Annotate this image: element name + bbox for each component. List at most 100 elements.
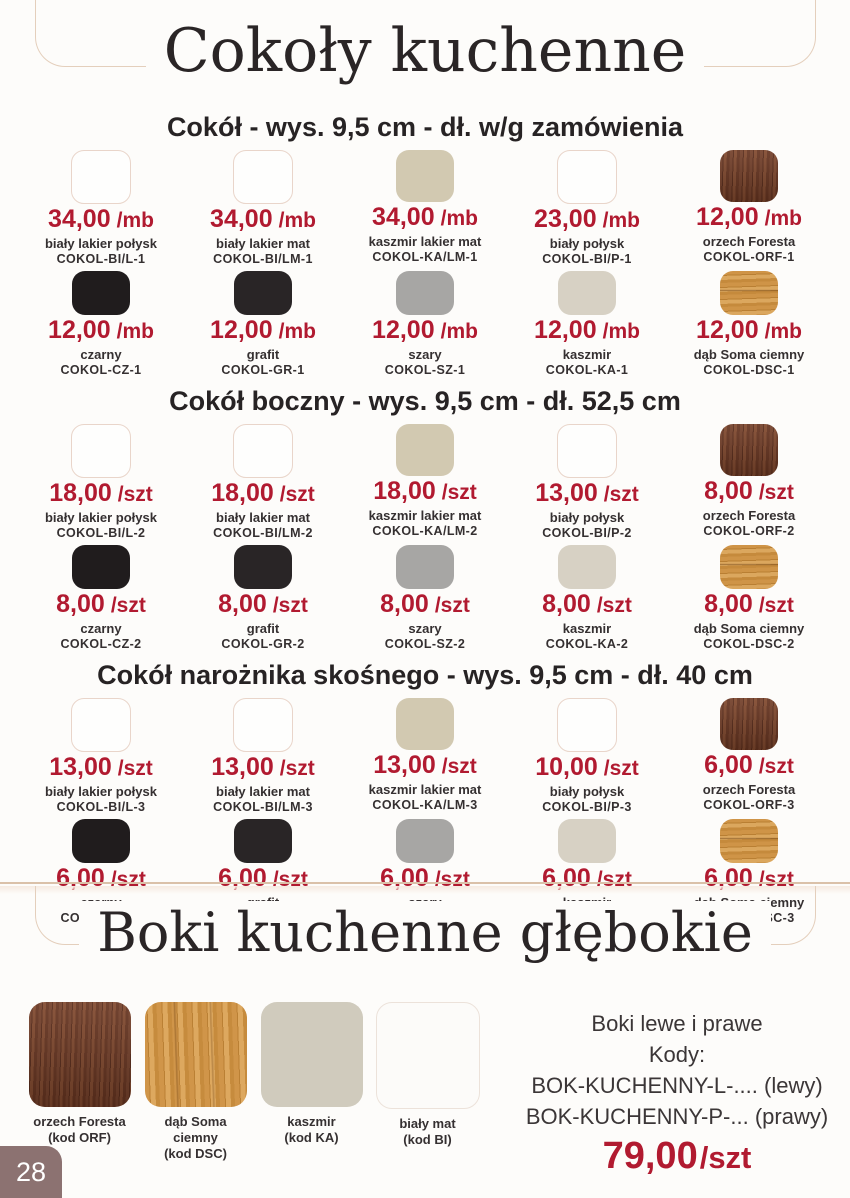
color-swatch [720, 698, 778, 750]
product-cell: 12,00/mb szary COKOL-SZ-1 [344, 271, 506, 378]
product-cell: 8,00/szt dąb Soma ciemny COKOL-DSC-2 [668, 545, 830, 652]
color-swatch [396, 271, 454, 315]
finish-name: biały lakier połysk [44, 236, 157, 251]
product-cell: 8,00/szt czarny COKOL-CZ-2 [20, 545, 182, 652]
code-left: BOK-KUCHENNY-L-.... (lewy) [531, 1073, 823, 1098]
price: 12,00/mb [696, 203, 802, 231]
product-code: COKOL-BI/L-1 [56, 252, 146, 266]
big-swatch-item: biały mat (kod BI) [376, 1002, 480, 1162]
color-swatch [72, 819, 130, 863]
color-swatch [233, 150, 293, 204]
product-grid: 34,00/mb biały lakier połysk COKOL-BI/L-1 … [20, 150, 830, 267]
price: 8,00/szt [218, 590, 308, 618]
price: 13,00/szt [211, 753, 315, 781]
boki-title: Boki kuchenne głębokie [0, 901, 850, 964]
color-swatch [260, 1002, 363, 1107]
price: 13,00/szt [49, 753, 153, 781]
color-swatch [558, 271, 616, 315]
product-grid: 13,00/szt biały lakier połysk COKOL-BI/L-3… [20, 698, 830, 815]
product-cell: 18,00/szt biały lakier połysk COKOL-BI/L-2 [20, 424, 182, 541]
product-cell: 8,00/szt grafit COKOL-GR-2 [182, 545, 344, 652]
finish-name: orzech Foresta [702, 782, 796, 797]
product-cell: 8,00/szt orzech Foresta COKOL-ORF-2 [668, 424, 830, 541]
finish-name: orzech Foresta [702, 508, 796, 523]
color-swatch [71, 424, 131, 478]
finish-name: biały lakier mat [216, 236, 310, 251]
product-cell: 13,00/szt biały połysk COKOL-BI/P-2 [506, 424, 668, 541]
product-code: COKOL-BI/LM-1 [213, 252, 313, 266]
finish-name: biały połysk [549, 236, 625, 251]
codes-heading: Kody: [648, 1042, 706, 1067]
product-cell: 13,00/szt kaszmir lakier mat COKOL-KA/LM-3 [344, 698, 506, 815]
color-swatch [558, 545, 616, 589]
boki-section: Boki kuchenne głębokie orzech Foresta (ko… [0, 884, 850, 1198]
product-code: COKOL-KA-2 [545, 637, 629, 651]
finish-name: biały lakier połysk [44, 784, 157, 799]
finish-name: kaszmir lakier mat [368, 782, 482, 797]
variant-label: Boki lewe i prawe [591, 1011, 763, 1036]
product-code: COKOL-KA/LM-1 [372, 250, 478, 264]
product-cell: 8,00/szt kaszmir COKOL-KA-2 [506, 545, 668, 652]
color-swatch [396, 819, 454, 863]
color-swatch [234, 819, 292, 863]
boki-info: Boki lewe i prawe Kody: BOK-KUCHENNY-L-.… [507, 1002, 847, 1181]
product-cell: 12,00/mb orzech Foresta COKOL-ORF-1 [668, 150, 830, 267]
price: 34,00/mb [48, 205, 154, 233]
color-swatch [558, 819, 616, 863]
page-title: Cokoły kuchenne [0, 16, 850, 86]
finish-name: kaszmir lakier mat [368, 508, 482, 523]
color-swatch [720, 271, 778, 315]
color-swatch [396, 545, 454, 589]
big-swatch-item: orzech Foresta (kod ORF) [28, 1002, 131, 1162]
product-code: COKOL-BI/LM-3 [213, 800, 313, 814]
product-code: COKOL-CZ-1 [60, 363, 142, 377]
color-swatch [28, 1002, 131, 1107]
product-cell: 12,00/mb dąb Soma ciemny COKOL-DSC-1 [668, 271, 830, 378]
product-cell: 18,00/szt biały lakier mat COKOL-BI/LM-2 [182, 424, 344, 541]
price: 34,00/mb [372, 203, 478, 231]
finish-name: grafit [246, 347, 280, 362]
price: 79,00/szt [602, 1135, 752, 1177]
price: 12,00/mb [48, 316, 154, 344]
page-number-tab: 28 [0, 1146, 62, 1198]
product-sections: Cokół - wys. 9,5 cm - dł. w/g zamówienia… [20, 112, 830, 930]
product-code: COKOL-DSC-1 [703, 363, 795, 377]
product-cell: 12,00/mb czarny COKOL-CZ-1 [20, 271, 182, 378]
product-code: COKOL-DSC-2 [703, 637, 795, 651]
product-code: COKOL-BI/L-3 [56, 800, 146, 814]
finish-name: biały połysk [549, 510, 625, 525]
color-swatch [720, 150, 778, 202]
price: 8,00/szt [56, 590, 146, 618]
color-swatch [72, 271, 130, 315]
product-cell: 13,00/szt biały lakier mat COKOL-BI/LM-3 [182, 698, 344, 815]
finish-name: biały lakier mat [216, 510, 310, 525]
price: 12,00/mb [534, 316, 640, 344]
big-swatch-list: orzech Foresta (kod ORF) dąb Soma ciemny(… [28, 1002, 480, 1162]
price: 8,00/szt [542, 590, 632, 618]
color-swatch [720, 545, 778, 589]
price: 6,00/szt [704, 751, 794, 779]
color-swatch [720, 819, 778, 863]
swatch-label: kaszmir (kod KA) [284, 1114, 339, 1145]
price: 34,00/mb [210, 205, 316, 233]
product-code: COKOL-GR-1 [221, 363, 305, 377]
product-code: COKOL-BI/L-2 [56, 526, 146, 540]
color-swatch [557, 150, 617, 204]
product-cell: 13,00/szt biały lakier połysk COKOL-BI/L-3 [20, 698, 182, 815]
color-swatch [557, 698, 617, 752]
product-code: COKOL-ORF-2 [703, 524, 795, 538]
finish-name: czarny [80, 621, 122, 636]
finish-name: biały połysk [549, 784, 625, 799]
price: 13,00/szt [373, 751, 477, 779]
price: 12,00/mb [696, 316, 802, 344]
product-cell: 34,00/mb kaszmir lakier mat COKOL-KA/LM-1 [344, 150, 506, 267]
color-swatch [233, 698, 293, 752]
price: 8,00/szt [704, 590, 794, 618]
finish-name: czarny [80, 347, 122, 362]
code-right: BOK-KUCHENNY-P-... (prawy) [525, 1104, 829, 1129]
finish-name: szary [408, 621, 442, 636]
finish-name: kaszmir lakier mat [368, 234, 482, 249]
product-code: COKOL-BI/P-3 [542, 800, 632, 814]
price: 23,00/mb [534, 205, 640, 233]
product-cell: 10,00/szt biały połysk COKOL-BI/P-3 [506, 698, 668, 815]
